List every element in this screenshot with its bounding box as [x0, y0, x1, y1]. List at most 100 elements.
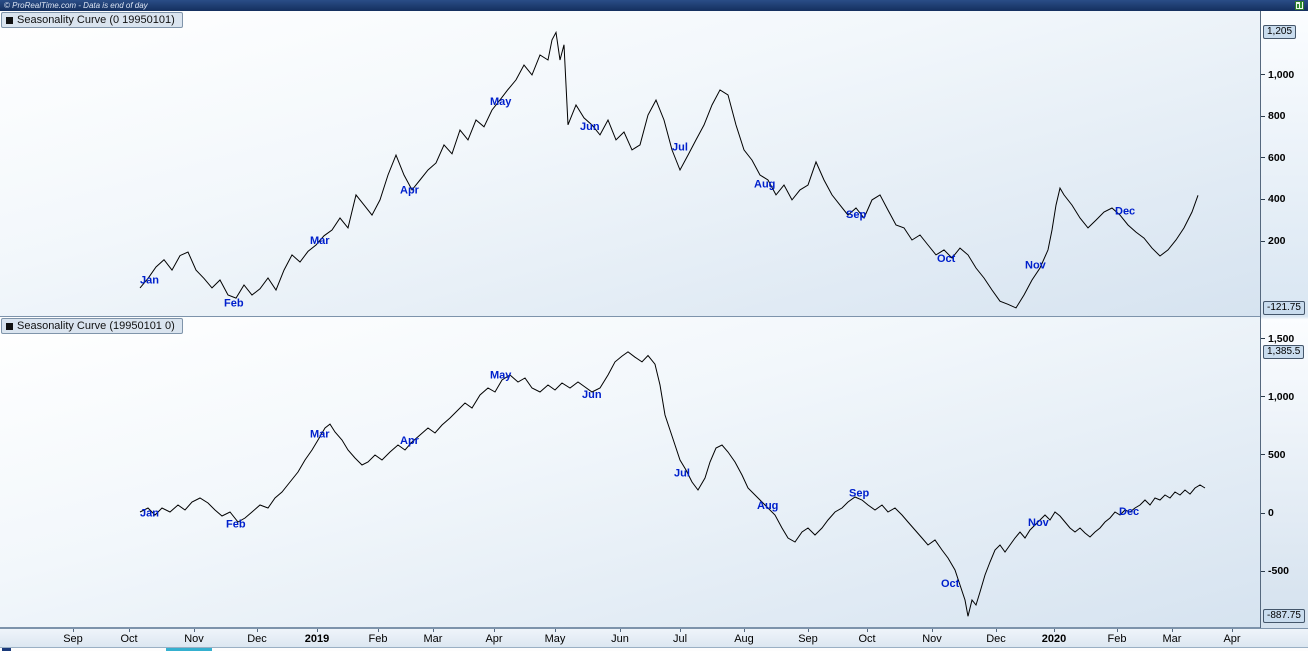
chart-panel-top: Jan Feb Mar Apr May Jun Jul Aug Sep Oct Nov Dec Sea…	[0, 11, 1260, 317]
month-annotation: Aug	[754, 179, 775, 191]
seasonality-line	[139, 351, 1206, 617]
month-annotation: May	[490, 96, 512, 108]
x-axis-label: Aug	[734, 633, 754, 645]
indicator-title-bottom: Seasonality Curve (19950101 0)	[17, 320, 175, 332]
y-tick-mark	[1261, 512, 1265, 514]
month-annotation: Oct	[941, 578, 960, 590]
x-axis-tick	[932, 629, 933, 632]
bottom-tab-bar	[0, 648, 1308, 651]
x-axis-label: Mar	[1162, 633, 1182, 645]
y-tick-label: 0	[1268, 507, 1274, 520]
x-axis-tick	[555, 629, 556, 632]
month-annotation: Sep	[849, 488, 869, 500]
month-annotation: Dec	[1115, 205, 1135, 217]
chart-region: Jan Feb Mar Apr May Jun Jul Aug Sep Oct Nov Dec Sea…	[0, 11, 1260, 628]
x-axis-label: Oct	[858, 633, 876, 645]
seasonality-line	[139, 30, 1199, 309]
x-axis-label: Apr	[1223, 633, 1241, 645]
y-tick-label: 200	[1268, 235, 1286, 248]
x-axis-tick	[494, 629, 495, 632]
x-axis-label: Jun	[611, 633, 629, 645]
x-axis-label: Dec	[247, 633, 267, 645]
x-axis-tick	[73, 629, 74, 632]
month-annotation: Mar	[310, 429, 330, 441]
y-axis-tick: 800	[1261, 110, 1286, 122]
mini-chart-icon[interactable]	[1295, 1, 1304, 10]
month-annotation: Apr	[400, 435, 420, 447]
x-axis-label: Sep	[63, 633, 83, 645]
month-annotation: Aug	[757, 500, 778, 512]
x-axis-tick	[867, 629, 868, 632]
month-annotation: Jul	[672, 142, 688, 154]
y-axis-tick: 400	[1261, 193, 1286, 205]
y-axis-tick: 1,500	[1261, 333, 1294, 345]
month-annotation: Mar	[310, 235, 330, 247]
y-tick-mark	[1261, 198, 1265, 200]
x-axis-label: Feb	[1107, 633, 1127, 645]
y-tick-mark	[1261, 74, 1265, 76]
x-axis-label: 2019	[304, 633, 330, 645]
top-status-bar: © ProRealTime.com - Data is end of day	[0, 0, 1308, 11]
indicator-label-chip-top[interactable]: Seasonality Curve (0 19950101)	[1, 12, 183, 28]
x-axis-label: Sep	[798, 633, 818, 645]
y-tick-mark	[1261, 115, 1265, 117]
month-annotation: Jan	[140, 275, 159, 287]
x-axis-tick	[378, 629, 379, 632]
x-axis-label: Jul	[672, 633, 688, 645]
y-axis-tick: 0	[1261, 507, 1274, 519]
month-annotation: Oct	[937, 253, 956, 265]
x-axis-tick	[129, 629, 130, 632]
tab-indicator-navy[interactable]	[2, 648, 11, 651]
month-annotation: Feb	[226, 519, 246, 531]
x-axis-label: Apr	[485, 633, 503, 645]
x-axis-label: Nov	[184, 633, 204, 645]
y-axis-value-badge: -121.75	[1263, 300, 1305, 315]
x-axis-tick	[1172, 629, 1173, 632]
y-tick-label: 500	[1268, 448, 1286, 461]
x-axis-label: 2020	[1041, 633, 1067, 645]
x-axis-label: Dec	[986, 633, 1006, 645]
y-tick-mark	[1261, 396, 1265, 398]
y-axis-tick: -500	[1261, 565, 1289, 577]
x-axis-label: Feb	[368, 633, 388, 645]
seasonality-chart-bottom[interactable]: Jan Feb Mar Apr May Jun Jul Aug Sep Oct Nov Dec	[0, 317, 1260, 628]
seasonality-chart-top[interactable]: Jan Feb Mar Apr May Jun Jul Aug Sep Oct Nov Dec	[0, 11, 1260, 317]
x-axis-label: Oct	[120, 633, 138, 645]
chart-panel-bottom: Jan Feb Mar Apr May Jun Jul Aug Sep Oct Nov Dec Sea…	[0, 317, 1260, 628]
x-axis-tick	[194, 629, 195, 632]
month-annotation: Jun	[582, 389, 602, 401]
x-axis-label: May	[544, 633, 566, 645]
y-axis-tick: 600	[1261, 152, 1286, 164]
x-axis-tick	[257, 629, 258, 632]
y-axis-value-badge: 1,385.5	[1263, 344, 1305, 359]
y-tick-label: 1,000	[1268, 390, 1295, 403]
x-axis-tick	[1232, 629, 1233, 632]
x-axis-label: Mar	[423, 633, 443, 645]
y-axis-value-badge: -887.75	[1263, 609, 1305, 624]
y-tick-mark	[1261, 454, 1265, 456]
x-axis[interactable]: Sep Oct Nov Dec 2019 Feb Mar Apr May Jun Jul Aug Sep…	[0, 628, 1308, 648]
y-axis-tick: 1,000	[1261, 69, 1294, 81]
tab-indicator-teal[interactable]	[166, 648, 212, 651]
month-annotation: Jan	[140, 508, 159, 520]
x-axis-tick	[1117, 629, 1118, 632]
x-axis-tick	[808, 629, 809, 632]
y-axis-tick: 1,000	[1261, 391, 1294, 403]
y-tick-mark	[1261, 338, 1265, 340]
x-axis-tick	[744, 629, 745, 632]
x-axis-tick	[317, 629, 318, 632]
y-tick-label: 800	[1268, 110, 1286, 123]
month-annotation: Sep	[846, 209, 866, 221]
y-axis-value-badge: 1,205	[1263, 25, 1297, 40]
indicator-swatch-icon	[6, 16, 13, 24]
y-tick-label: 600	[1268, 151, 1286, 164]
indicator-swatch-icon	[6, 322, 13, 330]
x-axis-tick	[620, 629, 621, 632]
y-axis-column[interactable]: 1,000 800 600 400 200 1,205 -121.75 1,500 1,000 5…	[1260, 11, 1308, 628]
x-axis-label: Nov	[922, 633, 942, 645]
month-annotation: Feb	[224, 297, 244, 309]
y-tick-label: 1,000	[1268, 68, 1295, 81]
y-axis-tick: 200	[1261, 235, 1286, 247]
indicator-label-chip-bottom[interactable]: Seasonality Curve (19950101 0)	[1, 318, 183, 334]
y-tick-mark	[1261, 240, 1265, 242]
